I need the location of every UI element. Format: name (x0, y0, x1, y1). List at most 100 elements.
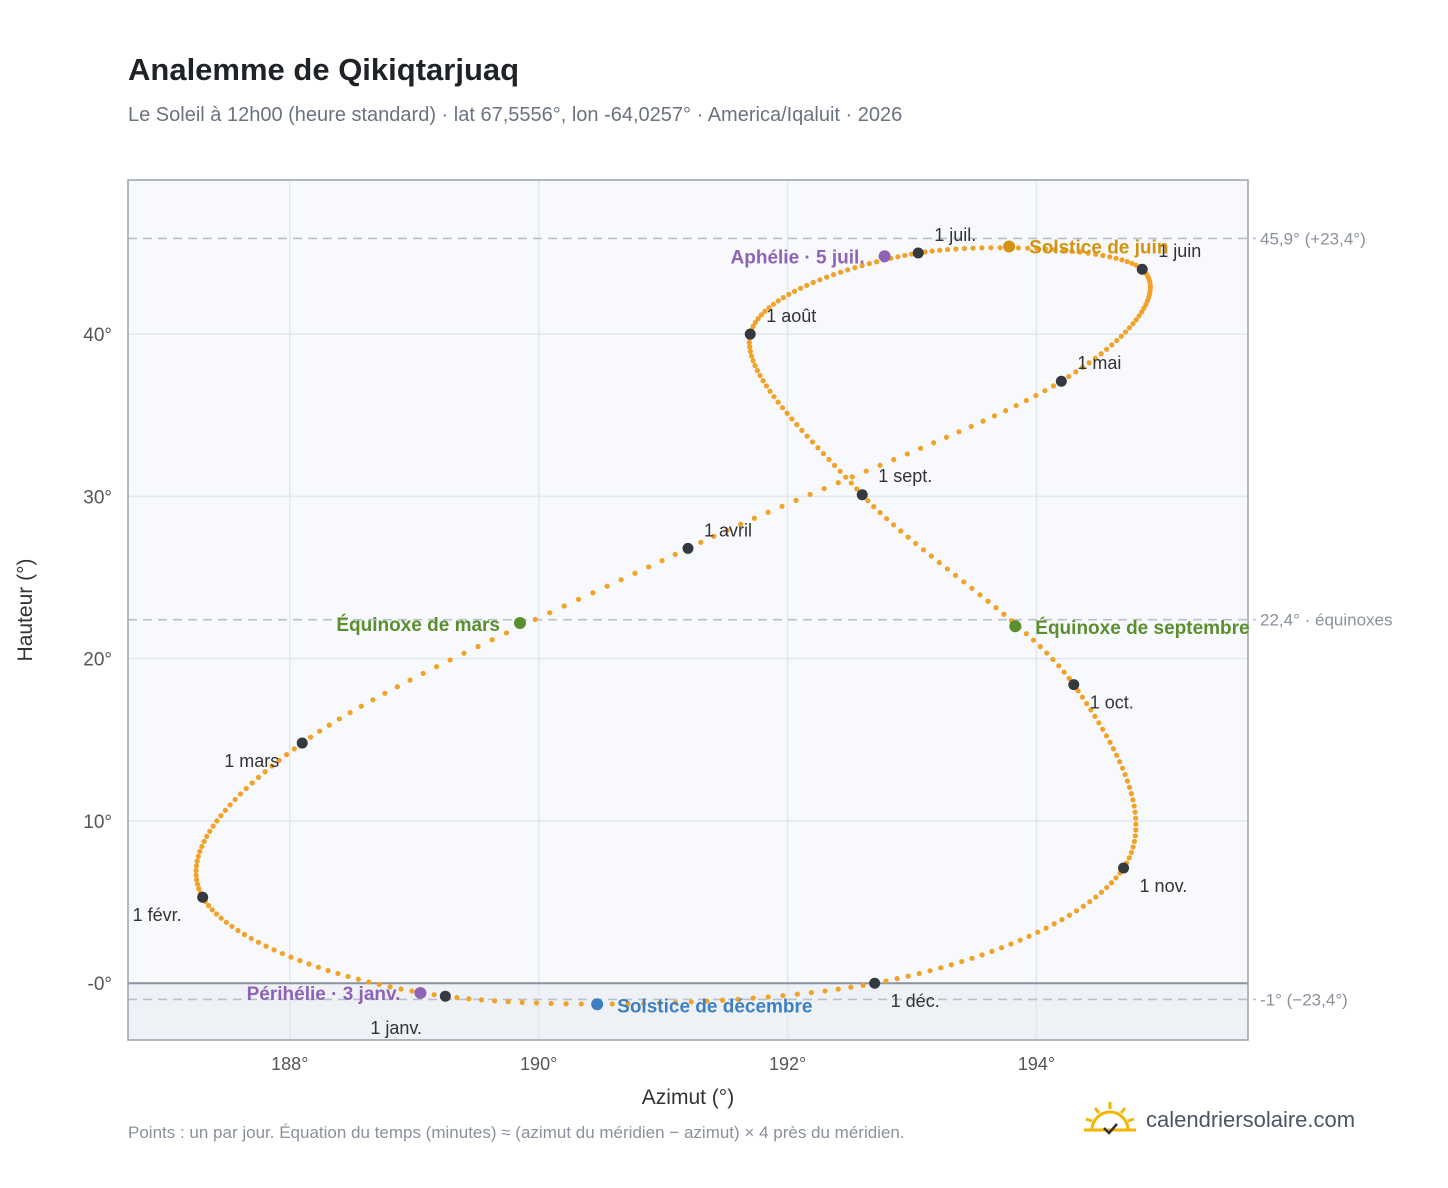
curve-point (1107, 739, 1113, 745)
month-marker (1068, 679, 1080, 691)
curve-point (860, 982, 866, 988)
curve-point (952, 572, 959, 578)
event-marker (414, 986, 427, 999)
curve-point (1066, 912, 1072, 918)
curve-point (928, 553, 934, 559)
curve-point (1109, 342, 1115, 348)
curve-point (849, 474, 855, 480)
curve-point (937, 247, 943, 253)
curve-point (863, 468, 869, 474)
curve-point (1079, 694, 1086, 700)
below-horizon-area (128, 984, 1248, 1040)
event-marker (1003, 240, 1016, 253)
curve-point (1126, 325, 1132, 331)
curve-point (998, 945, 1005, 951)
curve-point (775, 399, 781, 405)
curve-point (578, 1001, 584, 1007)
curve-point (503, 630, 510, 636)
curve-point (920, 547, 927, 553)
curve-point (1092, 713, 1098, 719)
curve-point (1129, 260, 1135, 266)
curve-point (1098, 889, 1105, 895)
curve-point (1122, 771, 1128, 778)
curve-point (1128, 849, 1135, 856)
curve-point (991, 413, 998, 419)
curve-point (820, 451, 827, 457)
curve-point (799, 427, 805, 433)
y-tick-label: -0° (88, 974, 113, 995)
curve-point (1133, 827, 1139, 833)
curve-point (590, 590, 596, 596)
curve-point (824, 274, 830, 280)
curve-point (945, 246, 951, 253)
curve-point (232, 796, 238, 803)
month-marker (869, 977, 881, 989)
curve-point (1033, 392, 1039, 399)
month-label: 1 sept. (878, 466, 932, 486)
curve-point (891, 457, 897, 463)
x-axis-ticks: 188° 190° 192° 194° (271, 1054, 1055, 1074)
curve-point (1122, 329, 1129, 335)
curve-point (283, 752, 290, 758)
curve-point (235, 927, 241, 934)
curve-point (659, 558, 665, 564)
curve-point (704, 998, 710, 1004)
brand-name: calendriersolaire.com (1146, 1107, 1356, 1132)
curve-point (848, 984, 854, 990)
curve-point (904, 451, 910, 457)
event-label: Solstice de juin (1029, 238, 1168, 259)
y-tick-label: 10° (83, 812, 112, 833)
curve-point (229, 923, 235, 930)
curve-point (1066, 675, 1072, 681)
curve-point (1133, 821, 1139, 827)
curve-point (1080, 364, 1086, 370)
sun-logo-icon (1084, 1102, 1136, 1135)
curve-point (1133, 317, 1139, 323)
curve-point (765, 994, 771, 1000)
curve-point (845, 267, 851, 273)
plot-area (128, 180, 1248, 1040)
reference-lines: 45,9° (+23,4°) 22,4° · équinoxes -1° (−23,… (128, 229, 1393, 1009)
curve-point (398, 986, 404, 992)
curve-point (1050, 656, 1056, 663)
event-marker (514, 616, 526, 629)
month-marker (682, 542, 694, 554)
curve-point (1042, 388, 1048, 394)
curve-point (213, 911, 220, 917)
curve-point (1130, 844, 1136, 850)
curve-point (1098, 351, 1104, 357)
curve-point (197, 848, 203, 855)
curve-point (1119, 765, 1126, 771)
event-label: Équinoxe de septembre (1035, 617, 1249, 639)
y-tick-label: 30° (83, 487, 112, 508)
curve-point (194, 858, 200, 864)
curve-point (1073, 369, 1079, 375)
curve-point (830, 272, 837, 278)
curve-point (433, 664, 440, 670)
y-axis-label: Hauteur (°) (14, 559, 37, 662)
month-label: 1 nov. (1140, 876, 1188, 896)
y-tick-label: 40° (83, 325, 112, 346)
curve-point (561, 603, 567, 609)
curve-point (207, 828, 213, 834)
curve-point (563, 1001, 569, 1007)
curve-point (1131, 838, 1138, 845)
curve-point (779, 503, 785, 509)
curve-point (771, 394, 777, 400)
curve-point (961, 245, 967, 252)
curve-point (519, 999, 525, 1005)
curve-point (765, 509, 771, 515)
curve-point (979, 952, 985, 958)
curve-point (750, 995, 756, 1001)
curve-point (747, 344, 753, 350)
curve-point (809, 439, 816, 445)
month-marker (296, 737, 308, 749)
curve-point (948, 962, 954, 968)
curve-point (873, 259, 880, 265)
curve-point (837, 269, 844, 275)
curve-point (894, 976, 900, 982)
curve-point (1086, 360, 1092, 366)
reference-line-label: 45,9° (+23,4°) (1260, 229, 1366, 248)
event-label: Aphélie · 5 juil. (731, 247, 865, 268)
curve-point (784, 410, 790, 416)
